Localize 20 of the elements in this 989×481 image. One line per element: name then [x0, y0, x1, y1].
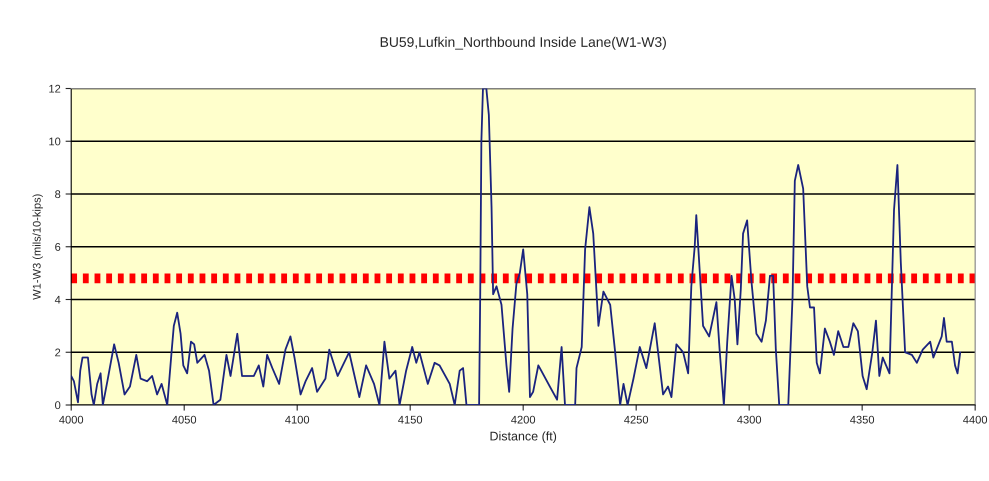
y-tick-label: 6 — [55, 243, 60, 251]
chart-title: BU59,Lufkin_Northbound Inside Lane(W1-W3) — [380, 36, 666, 50]
x-axis-title: Distance (ft) — [490, 431, 556, 443]
y-tick-label: 0 — [55, 401, 60, 410]
y-tick-label: 10 — [49, 138, 60, 146]
x-tick-label: 4050 — [172, 416, 196, 424]
x-tick-label: 4400 — [963, 416, 988, 424]
x-tick-label: 4250 — [624, 416, 648, 424]
y-axis-title: W1-W3 (mils/10-kips) — [32, 194, 43, 300]
line-series — [71, 88, 962, 406]
y-tick-label: 4 — [54, 296, 60, 304]
x-tick-label: 4200 — [511, 416, 536, 424]
x-tick-label: 4000 — [59, 416, 84, 424]
x-tick-label: 4350 — [850, 416, 874, 424]
y-tick-label: 12 — [49, 84, 60, 93]
x-tick-label: 4100 — [285, 416, 310, 424]
y-tick-label: 8 — [55, 190, 60, 198]
y-tick-label: 2 — [55, 348, 60, 356]
x-tick-label: 4300 — [737, 416, 762, 424]
x-tick-label: 4150 — [398, 416, 422, 424]
